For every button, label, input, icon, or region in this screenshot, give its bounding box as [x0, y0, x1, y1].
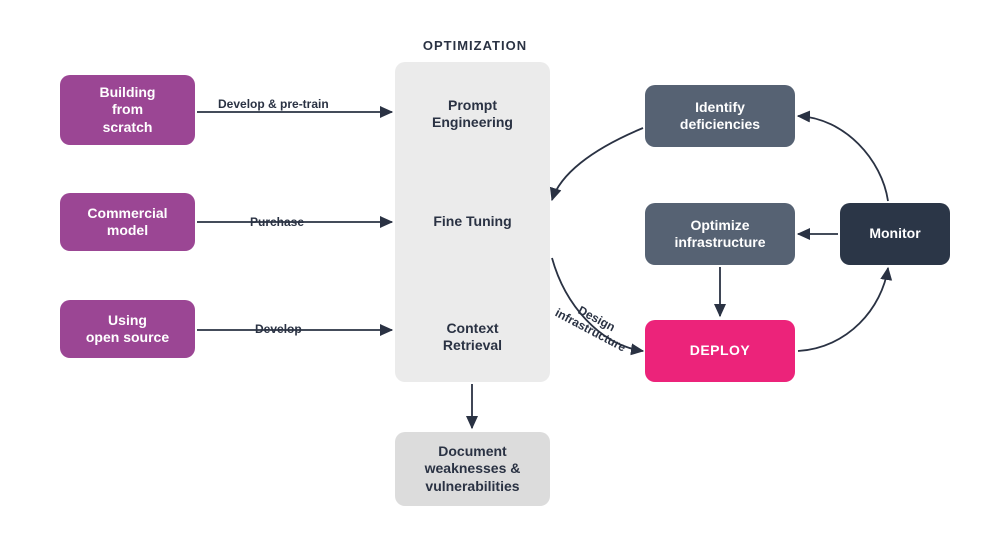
opt-context-retrieval: Context Retrieval	[395, 315, 550, 359]
opt-fine-tuning: Fine Tuning	[395, 210, 550, 234]
node-deploy: DEPLOY	[645, 320, 795, 382]
edge-label-develop: Develop	[255, 322, 302, 336]
node-identify-deficiencies: Identify deficiencies	[645, 85, 795, 147]
node-commercial-model: Commercial model	[60, 193, 195, 251]
edge-label-develop-pretrain: Develop & pre-train	[218, 97, 329, 111]
edge-monitor-to-identify	[798, 116, 888, 201]
node-document-weaknesses: Document weaknesses & vulnerabilities	[395, 432, 550, 506]
edge-label-design-infrastructure: Design infrastructure	[553, 295, 634, 355]
node-building-from-scratch: Building from scratch	[60, 75, 195, 145]
node-optimize-infrastructure: Optimize infrastructure	[645, 203, 795, 265]
node-using-open-source: Using open source	[60, 300, 195, 358]
opt-prompt-engineering: Prompt Engineering	[395, 92, 550, 136]
edge-deploy-to-monitor	[798, 268, 888, 351]
node-monitor: Monitor	[840, 203, 950, 265]
edge-identify-to-opt	[552, 128, 643, 200]
edge-label-purchase: Purchase	[250, 215, 304, 229]
optimization-heading: OPTIMIZATION	[395, 38, 555, 53]
